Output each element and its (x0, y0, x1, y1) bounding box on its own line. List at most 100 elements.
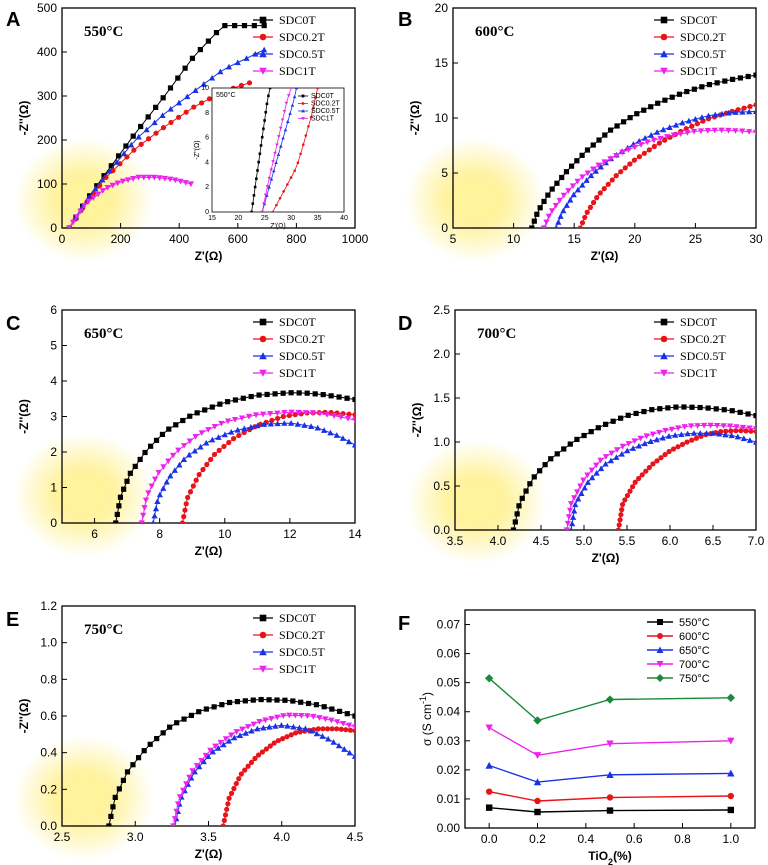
data-point (590, 142, 596, 148)
data-point (606, 771, 614, 779)
data-point (590, 166, 597, 173)
data-point (243, 55, 250, 61)
data-point (613, 173, 619, 179)
data-point (211, 423, 218, 430)
y-tick-label: 20 (435, 1, 449, 15)
temperature-label: 650°C (84, 326, 123, 342)
data-point (631, 144, 638, 151)
data-point (298, 713, 305, 719)
legend-marker (259, 631, 267, 639)
data-point (171, 816, 179, 822)
data-point (571, 495, 578, 501)
inset-data-point (262, 202, 266, 206)
data-point (327, 429, 334, 436)
legend-marker (259, 335, 267, 343)
legend-label: SDC0.2T (680, 332, 726, 346)
temperature-label: 750°C (84, 622, 123, 638)
data-point (106, 823, 112, 826)
data-point (584, 472, 591, 479)
data-point (607, 457, 615, 464)
data-point (196, 709, 202, 715)
data-point (142, 449, 148, 456)
data-point (700, 422, 708, 429)
data-point (130, 176, 137, 182)
inset-data-point (293, 169, 296, 173)
inset-data-point (265, 193, 269, 197)
data-point (90, 195, 97, 201)
y-tick-label: 0.00 (437, 821, 461, 835)
panels: A0 200 400 600 800 10000100200300400500Z'(Ω)-… (6, 1, 765, 865)
temperature-label: 700°C (477, 326, 516, 342)
inset-data-point (282, 110, 287, 114)
legend-marker (259, 369, 267, 377)
data-point (615, 527, 621, 530)
data-point (566, 507, 574, 514)
data-point (605, 695, 615, 704)
inset-data-point (262, 127, 265, 131)
legend-label: SDC0.5T (279, 645, 325, 659)
data-point (666, 448, 672, 455)
data-point (662, 451, 668, 458)
data-point (512, 519, 518, 525)
data-point (346, 411, 352, 417)
data-point (160, 125, 167, 131)
data-point (574, 158, 580, 164)
data-point (242, 767, 248, 773)
y-tick-label: 0.8 (40, 672, 57, 686)
data-point (203, 706, 209, 712)
data-point (618, 512, 624, 518)
y-tick-label: 0.4 (40, 746, 57, 760)
data-point (563, 527, 570, 530)
inset-legend-marker (301, 117, 305, 121)
data-point (321, 704, 327, 710)
data-point (145, 490, 152, 497)
data-point (313, 702, 320, 708)
y-tick-label: 200 (37, 133, 57, 147)
data-point (673, 404, 679, 410)
data-point (271, 740, 277, 746)
data-point (694, 423, 701, 429)
legend-marker (660, 318, 668, 326)
series-group (510, 404, 756, 530)
data-point (537, 468, 543, 474)
inset-frame (211, 87, 345, 213)
x-tick-label: 6 (91, 527, 98, 541)
inset-y-tick-label: 0 (205, 209, 209, 216)
inset-data-point (292, 95, 297, 99)
data-point (204, 461, 210, 468)
data-point (597, 190, 603, 196)
data-point (261, 421, 268, 427)
data-point (320, 726, 326, 732)
inset-legend-marker (301, 109, 305, 113)
x-tick-label: 20 (628, 232, 642, 246)
data-point (140, 512, 147, 519)
data-point (658, 455, 664, 461)
inset-data-point (255, 177, 258, 181)
y-axis-label: -Z''(Ω) (17, 399, 31, 434)
data-point (565, 188, 572, 194)
legend-marker (657, 633, 663, 639)
data-point (182, 180, 189, 186)
data-point (728, 428, 734, 434)
data-point (651, 143, 657, 150)
data-point (124, 478, 130, 484)
data-point (320, 427, 328, 433)
data-point (135, 133, 142, 140)
data-point (556, 197, 563, 204)
inset-data-point (267, 185, 271, 189)
data-point (740, 435, 747, 442)
data-point (703, 430, 710, 436)
y-tick-label: 0.01 (437, 792, 461, 806)
data-point (280, 736, 286, 742)
data-point (631, 438, 638, 445)
data-point (322, 716, 329, 723)
data-point (351, 753, 355, 759)
data-point (167, 105, 174, 112)
data-point (706, 81, 713, 88)
inset-legend-label: SDC1T (311, 116, 335, 123)
data-point (564, 520, 571, 527)
inset-data-point (271, 160, 275, 164)
data-point (316, 410, 324, 417)
data-point (627, 161, 633, 167)
inset-data-point (282, 190, 286, 193)
